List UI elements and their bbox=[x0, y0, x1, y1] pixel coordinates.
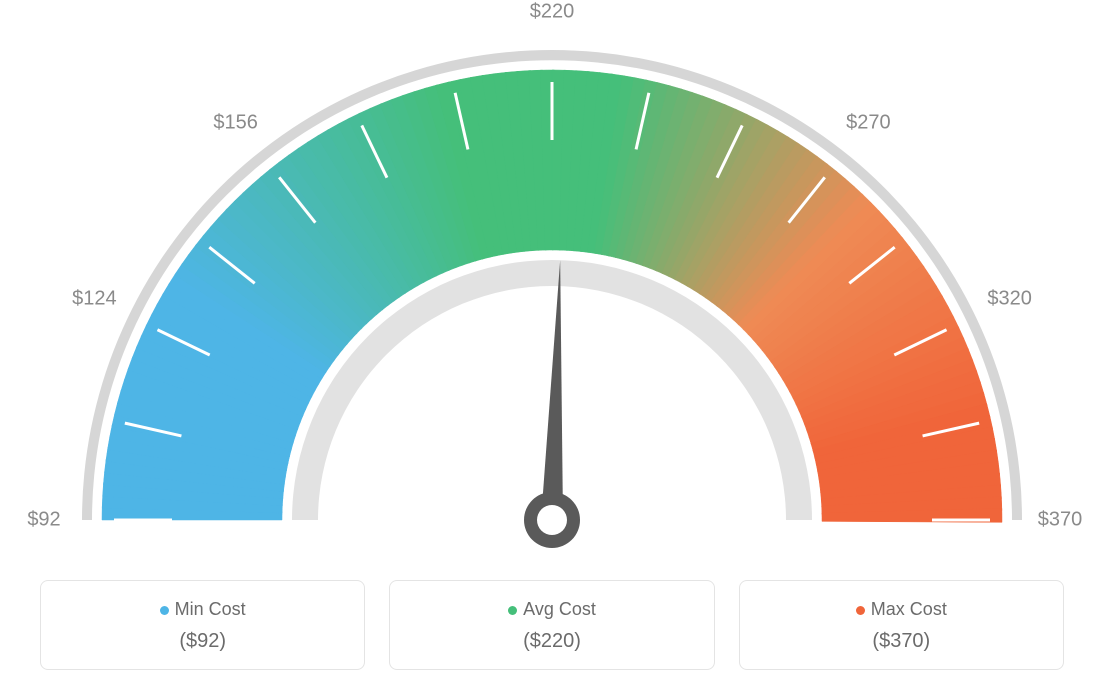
legend-value-avg: ($220) bbox=[400, 630, 703, 653]
tick-label: $92 bbox=[27, 509, 60, 532]
legend-value-min: ($92) bbox=[51, 630, 354, 653]
legend-card-max: Max Cost ($370) bbox=[739, 580, 1064, 670]
legend-label-min: Min Cost bbox=[51, 599, 354, 620]
legend-card-min: Min Cost ($92) bbox=[40, 580, 365, 670]
legend-value-max: ($370) bbox=[750, 630, 1053, 653]
legend-dot-avg bbox=[508, 606, 517, 615]
legend-label-max: Max Cost bbox=[750, 599, 1053, 620]
tick-label: $220 bbox=[530, 1, 575, 24]
tick-label: $370 bbox=[1038, 509, 1083, 532]
tick-label: $156 bbox=[213, 111, 258, 134]
legend-label-avg: Avg Cost bbox=[400, 599, 703, 620]
tick-label: $320 bbox=[987, 288, 1032, 311]
legend-row: Min Cost ($92) Avg Cost ($220) Max Cost … bbox=[40, 580, 1064, 670]
legend-dot-min bbox=[160, 606, 169, 615]
legend-card-avg: Avg Cost ($220) bbox=[389, 580, 714, 670]
legend-label-text-min: Min Cost bbox=[175, 599, 246, 619]
chart-container: $92 $124 $156 $220 $270 $320 $370 Min Cost ($9… bbox=[0, 0, 1104, 690]
tick-label: $124 bbox=[72, 288, 117, 311]
legend-label-text-avg: Avg Cost bbox=[523, 599, 596, 619]
gauge-area: $92 $124 $156 $220 $270 $320 $370 bbox=[0, 0, 1104, 560]
legend-dot-max bbox=[856, 606, 865, 615]
tick-label: $270 bbox=[846, 111, 891, 134]
legend-label-text-max: Max Cost bbox=[871, 599, 947, 619]
gauge-svg bbox=[0, 0, 1104, 560]
